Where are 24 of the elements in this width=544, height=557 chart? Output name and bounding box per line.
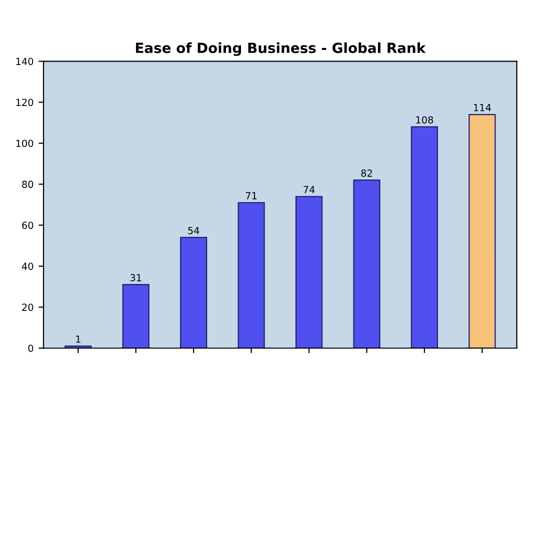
y-tick-label: 100: [16, 140, 34, 148]
data-label: 82: [361, 169, 372, 177]
y-tick-label: 140: [16, 58, 34, 66]
y-tick-label: 40: [22, 262, 34, 270]
data-label: 74: [304, 186, 315, 194]
bar: [180, 236, 208, 348]
data-label: 31: [130, 274, 142, 282]
data-label: 108: [416, 116, 434, 124]
bar: [353, 180, 380, 348]
bar: [122, 284, 150, 348]
data-label: 71: [246, 192, 257, 200]
bar: [410, 126, 438, 348]
chart-title: Ease of Doing Business - Global Rank: [136, 42, 426, 56]
y-tick-label: 20: [22, 304, 34, 311]
y-tick-label: 120: [16, 98, 34, 106]
bar: [238, 202, 265, 348]
data-label: 114: [474, 104, 491, 112]
y-tick-label: 80: [22, 180, 34, 188]
y-tick-label: 60: [22, 222, 34, 230]
data-label: 54: [188, 226, 200, 234]
bar: [468, 114, 496, 348]
data-label: 1: [76, 336, 80, 343]
bar: [295, 196, 323, 348]
y-tick-label: 0: [28, 344, 34, 352]
